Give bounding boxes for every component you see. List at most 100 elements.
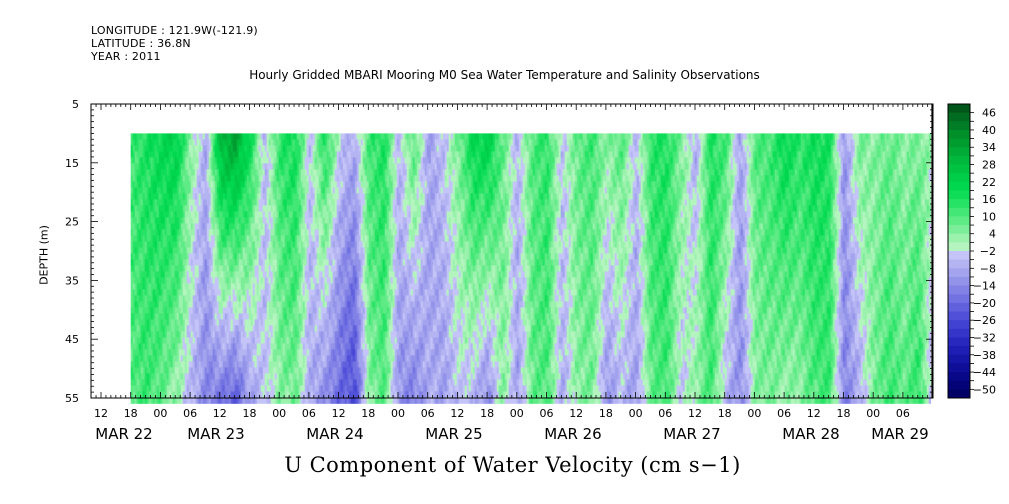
heatmap-cell xyxy=(186,397,190,404)
heatmap-cell xyxy=(174,205,178,212)
heatmap-cell xyxy=(150,331,154,338)
heatmap-cell xyxy=(170,253,174,260)
heatmap-cell xyxy=(226,163,230,170)
heatmap-cell xyxy=(220,181,224,188)
heatmap-cell xyxy=(200,139,204,146)
heatmap-cell xyxy=(210,355,214,362)
heatmap-cell xyxy=(194,187,198,194)
heatmap-cell xyxy=(156,325,160,332)
heatmap-cell xyxy=(216,307,220,314)
heatmap-cell xyxy=(208,211,212,218)
heatmap-cell xyxy=(152,379,156,386)
heatmap-cell xyxy=(166,157,170,164)
heatmap-cell xyxy=(210,337,214,344)
heatmap-cell xyxy=(150,169,154,176)
heatmap-cell xyxy=(220,313,224,320)
heatmap-cell xyxy=(160,331,164,338)
heatmap-cell xyxy=(222,337,226,344)
heatmap-cell xyxy=(132,235,136,242)
heatmap-cell xyxy=(192,361,196,368)
heatmap-cell xyxy=(194,223,198,230)
heatmap-cell xyxy=(186,343,190,350)
heatmap-cell xyxy=(144,391,148,398)
heatmap-cell xyxy=(206,169,210,176)
heatmap-cell xyxy=(170,343,174,350)
heatmap-cell xyxy=(196,241,200,248)
heatmap-cell xyxy=(164,391,168,398)
heatmap-cell xyxy=(218,271,222,278)
heatmap-cell xyxy=(176,295,180,302)
heatmap-cell xyxy=(216,397,220,404)
heatmap-cell xyxy=(224,253,228,260)
heatmap-cell xyxy=(186,331,190,338)
heatmap-cell xyxy=(150,373,154,380)
heatmap-cell xyxy=(168,235,172,242)
heatmap-cell xyxy=(220,205,224,212)
heatmap-cell xyxy=(182,181,186,188)
heatmap-cell xyxy=(200,271,204,278)
heatmap-cell xyxy=(202,301,206,308)
heatmap-cell xyxy=(172,133,176,140)
heatmap-cell xyxy=(140,265,144,272)
heatmap-cell xyxy=(206,139,210,146)
heatmap-cell xyxy=(178,349,182,356)
heatmap-cell xyxy=(138,247,142,254)
heatmap-cell xyxy=(142,337,146,344)
heatmap-cell xyxy=(146,157,150,164)
heatmap-cell xyxy=(174,391,178,398)
heatmap-cell xyxy=(198,217,202,224)
heatmap-cell xyxy=(132,217,136,224)
heatmap-cell xyxy=(210,271,214,278)
heatmap-cell xyxy=(184,277,188,284)
heatmap-cell xyxy=(136,367,140,374)
heatmap-cell xyxy=(172,205,176,212)
heatmap-cell xyxy=(148,349,152,356)
heatmap-cell xyxy=(190,361,194,368)
heatmap-cell xyxy=(188,199,192,206)
heatmap-cell xyxy=(216,169,220,176)
heatmap-cell xyxy=(162,205,166,212)
heatmap-cell xyxy=(154,151,158,158)
heatmap-cell xyxy=(176,373,180,380)
heatmap-cell xyxy=(206,253,210,260)
heatmap-cell xyxy=(158,301,162,308)
heatmap-cell xyxy=(182,367,186,374)
heatmap-cell xyxy=(210,307,214,314)
heatmap-cell xyxy=(190,265,194,272)
heatmap-cell xyxy=(142,343,146,350)
heatmap-cell xyxy=(216,259,220,266)
heatmap-cell xyxy=(200,175,204,182)
heatmap-cell xyxy=(162,271,166,278)
heatmap-cell xyxy=(218,349,222,356)
heatmap-cell xyxy=(154,355,158,362)
heatmap-cell xyxy=(220,289,224,296)
heatmap-cell xyxy=(204,187,208,194)
heatmap-cell xyxy=(160,229,164,236)
heatmap-cell xyxy=(208,385,212,392)
heatmap-cell xyxy=(218,163,222,170)
heatmap-cell xyxy=(196,169,200,176)
heatmap-cell xyxy=(204,307,208,314)
heatmap-cell xyxy=(180,163,184,170)
heatmap-cell xyxy=(152,295,156,302)
heatmap-cell xyxy=(156,385,160,392)
heatmap-cell xyxy=(176,229,180,236)
heatmap-cell xyxy=(142,241,146,248)
heatmap-cell xyxy=(162,145,166,152)
heatmap-cell xyxy=(176,325,180,332)
heatmap-cell xyxy=(168,181,172,188)
heatmap-cell xyxy=(170,163,174,170)
heatmap-cell xyxy=(150,319,154,326)
heatmap-cell xyxy=(190,349,194,356)
heatmap-cell xyxy=(220,265,224,272)
heatmap-cell xyxy=(170,265,174,272)
heatmap-cell xyxy=(208,157,212,164)
heatmap-cell xyxy=(184,229,188,236)
heatmap-cell xyxy=(210,241,214,248)
heatmap-cell xyxy=(164,139,168,146)
heatmap-cell xyxy=(198,361,202,368)
heatmap-cell xyxy=(180,187,184,194)
heatmap-cell xyxy=(216,367,220,374)
heatmap-cell xyxy=(216,199,220,206)
heatmap-cell xyxy=(188,283,192,290)
